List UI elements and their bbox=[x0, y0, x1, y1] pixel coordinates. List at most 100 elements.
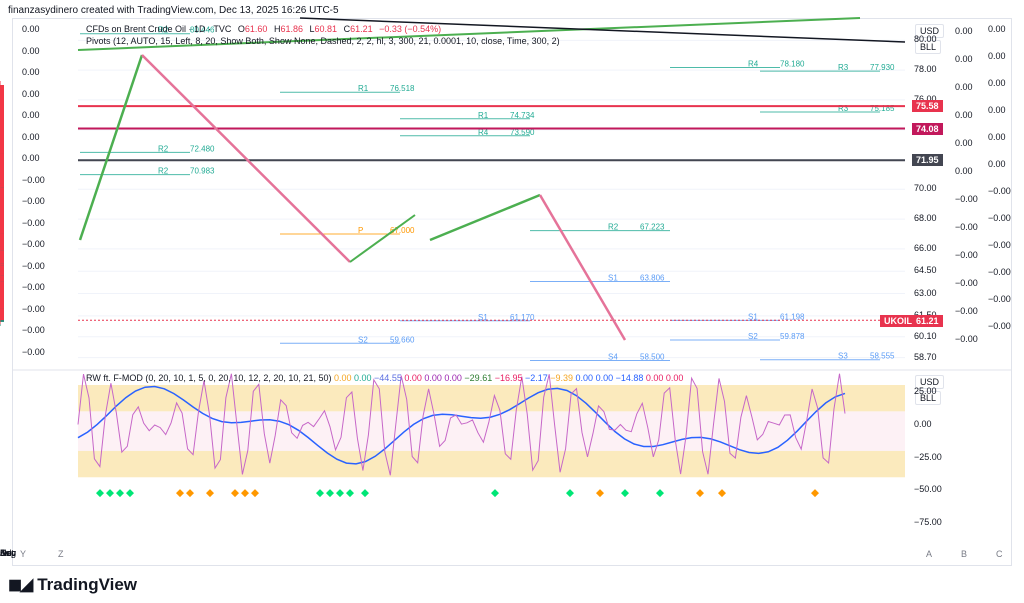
time-axis-label: Sep bbox=[0, 548, 17, 558]
indicator-value: −2.17 bbox=[522, 373, 548, 383]
pivot-level-value: 61.198 bbox=[780, 312, 805, 321]
pivot-level-value: 74.734 bbox=[510, 111, 535, 120]
chart-frame bbox=[12, 18, 1012, 566]
signal-diamond bbox=[491, 489, 499, 498]
close-value: 61.21 bbox=[350, 24, 373, 34]
price-candle bbox=[0, 250, 4, 264]
signal-diamond bbox=[126, 489, 134, 498]
pivot-level-label: R1 bbox=[358, 84, 369, 93]
right-outer-label: 0.00 bbox=[988, 132, 1006, 142]
signal-diamond bbox=[696, 489, 704, 498]
price-candle bbox=[0, 263, 4, 266]
pivot-level-value: 67.000 bbox=[390, 226, 415, 235]
right-mid-label: 0.00 bbox=[955, 82, 973, 92]
price-series bbox=[0, 81, 4, 326]
bottom-ctl-c[interactable]: C bbox=[996, 549, 1003, 559]
trend-line bbox=[538, 194, 627, 341]
left-axis-label: 0.00 bbox=[22, 153, 40, 163]
right-outer-label: 0.00 bbox=[988, 78, 1006, 88]
bottom-ctl-b[interactable]: B bbox=[961, 549, 968, 559]
signal-diamond bbox=[176, 489, 184, 498]
indicator-unit-button[interactable]: BLL bbox=[915, 391, 942, 405]
oscillator-line bbox=[77, 385, 846, 465]
signal-diamond bbox=[811, 489, 819, 498]
signal-diamond bbox=[566, 489, 574, 498]
pivot-level-label: R2 bbox=[158, 26, 169, 35]
pivot-level-label: R4 bbox=[748, 59, 759, 68]
oscillator-fast-line bbox=[77, 373, 846, 476]
pivot-level-label: S3 bbox=[838, 352, 848, 361]
indicator-value: 0.00 bbox=[351, 373, 372, 383]
trend-line bbox=[141, 54, 351, 263]
pivot-level-value: 63.806 bbox=[640, 274, 665, 283]
open-label: O bbox=[237, 24, 245, 34]
trend-line bbox=[77, 17, 861, 51]
currency-button[interactable]: USD bbox=[915, 24, 945, 38]
right-outer-label: 0.00 bbox=[988, 105, 1006, 115]
signal-diamond bbox=[656, 489, 664, 498]
right-mid-label: −0.00 bbox=[955, 222, 978, 232]
price-tick-label: 66.00 bbox=[914, 242, 937, 253]
price-level-tag: 71.95 bbox=[912, 154, 943, 167]
signal-diamond bbox=[718, 489, 726, 498]
indicator-value: 0.00 bbox=[643, 373, 664, 383]
right-mid-label: −0.00 bbox=[955, 250, 978, 260]
close-label: C bbox=[343, 24, 351, 34]
indicator-tick-label: 0.00 bbox=[914, 418, 932, 429]
bottom-ctl-z[interactable]: Z bbox=[58, 549, 64, 559]
left-axis-label: −0.00 bbox=[22, 217, 45, 228]
left-axis-label: −0.00 bbox=[22, 174, 45, 185]
unit-button[interactable]: BLL bbox=[915, 40, 942, 54]
bottom-ctl-y[interactable]: Y bbox=[20, 549, 27, 559]
price-tick-label: 70.00 bbox=[914, 183, 937, 194]
indicator-pane bbox=[12, 369, 1012, 498]
indicator-name[interactable]: RW ft. F-MOD (0, 20, 10, 1, 5, 0, 20, 10… bbox=[86, 373, 332, 383]
pivot-level-value: 80.446 bbox=[190, 26, 215, 35]
time-axis-label: Dec bbox=[0, 548, 17, 558]
right-outer-label: −0.00 bbox=[988, 321, 1011, 331]
right-outer-label: −0.00 bbox=[988, 240, 1011, 250]
pivot-level-value: 77.930 bbox=[870, 63, 895, 72]
price-level-tag: 74.08 bbox=[912, 122, 943, 135]
high-label: H bbox=[273, 24, 281, 34]
pivot-level-value: 75.185 bbox=[870, 104, 895, 113]
right-mid-label: 0.00 bbox=[955, 138, 973, 148]
trend-line bbox=[429, 193, 541, 242]
right-outer-label: 0.00 bbox=[988, 159, 1006, 169]
indicator-currency-button[interactable]: USD bbox=[915, 375, 945, 389]
price-tick-label: 58.70 bbox=[914, 351, 937, 362]
left-axis-label: −0.00 bbox=[22, 325, 45, 335]
low-value: 60.81 bbox=[314, 24, 338, 34]
pivot-level-value: 67.223 bbox=[640, 223, 665, 232]
price-candle bbox=[0, 308, 4, 321]
right-mid-label: −0.00 bbox=[955, 194, 978, 204]
indicator-value: 0.00 bbox=[333, 373, 352, 383]
right-outer-label: −0.00 bbox=[988, 213, 1011, 223]
indicator-value: 0.00 bbox=[441, 373, 462, 383]
signal-diamond bbox=[336, 489, 344, 498]
pivot-levels: R2 80.446 R1 76.518 R1 74.734 S1 63.806 S2 59.878… bbox=[78, 26, 905, 362]
pivots-legend[interactable]: Pivots (12, AUTO, 15, Left, 8, 20, Show … bbox=[86, 36, 560, 46]
pivot-level-label: S1 bbox=[748, 312, 758, 321]
high-value: 61.86 bbox=[280, 24, 303, 34]
signal-diamond bbox=[116, 489, 124, 498]
pivot-level-label: S1 bbox=[608, 274, 618, 283]
bottom-ctl-a[interactable]: A bbox=[926, 549, 933, 559]
signal-diamond bbox=[206, 489, 214, 498]
symbol-title[interactable]: CFDs on Brent Crude Oil · 1D · TVC bbox=[86, 24, 232, 34]
price-candle bbox=[0, 85, 4, 167]
left-axis-label: 0.00 bbox=[22, 45, 40, 56]
pivot-level-value: 70.983 bbox=[190, 167, 215, 176]
pivot-level-label: S2 bbox=[358, 335, 368, 344]
indicator-tick-label: −25.00 bbox=[914, 451, 942, 462]
tradingview-mark-icon: ◼◢ bbox=[8, 575, 33, 594]
signal-diamond bbox=[316, 489, 324, 498]
right-mid-label: −0.00 bbox=[955, 306, 978, 316]
signal-diamond bbox=[186, 489, 194, 498]
time-axis-label: Nov bbox=[0, 548, 17, 558]
current-symbol-tag: UKOIL bbox=[880, 315, 916, 327]
price-tick-label: 80.00 bbox=[914, 34, 937, 45]
tradingview-logo[interactable]: ◼◢ TradingView bbox=[8, 575, 137, 595]
pivot-level-label: S4 bbox=[608, 353, 618, 362]
